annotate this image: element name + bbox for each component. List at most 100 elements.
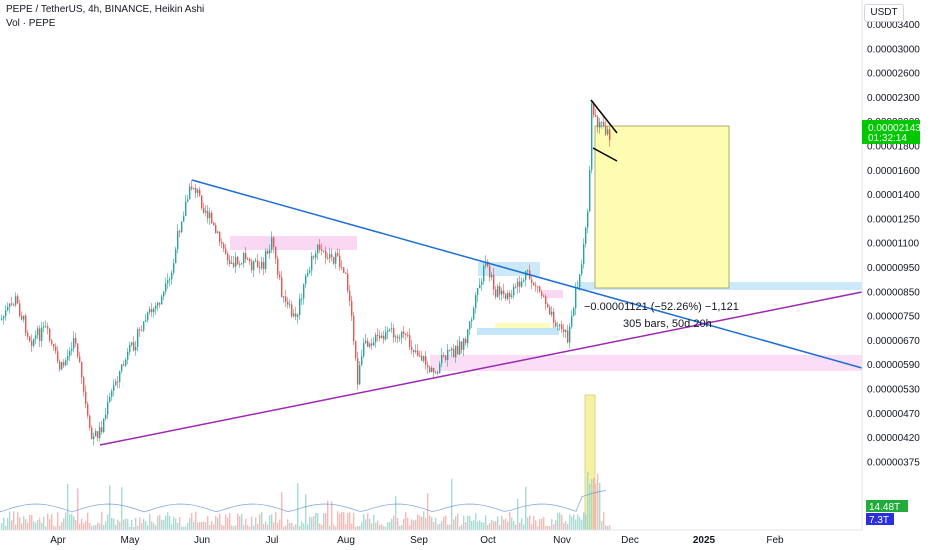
candle-body [175,249,177,264]
volume-bar [445,515,447,530]
volume-bar [495,521,497,530]
volume-bar [159,514,161,530]
volume-bar [361,522,363,530]
volume-bar [25,519,27,530]
volume-bar [271,514,273,530]
candle-body [405,333,407,335]
volume-bar [527,517,529,530]
price-tick-label: 0.00000375 [867,457,920,468]
volume-bar [333,524,335,530]
candle-body [311,256,313,271]
volume-bar [491,519,493,530]
volume-bar [183,526,185,530]
candle-body [605,126,607,135]
candle-body [41,327,43,341]
volume-bar [529,515,531,530]
volume-bar [119,521,121,530]
volume-bar [257,524,259,530]
candle-body [553,311,555,323]
volume-bar [143,519,145,530]
measure-text: −0.00001121 (−52.26%) −1,121 [584,301,739,313]
volume-bar [251,516,253,530]
candle-body [307,272,309,276]
time-tick-label: Feb [766,535,784,546]
volume-bar [537,526,539,530]
candle-body [161,296,163,305]
volume-bar [241,513,243,530]
candle-body [469,321,471,330]
volume-bar [157,515,159,530]
time-axis[interactable]: Apr May Jun Jul Aug Sep Oct Nov Dec 2025 Feb [50,535,784,546]
candle-body [51,340,53,344]
volume-bar [19,517,21,530]
volume-bar [43,516,45,530]
candle-body [317,244,319,254]
time-tick-label: Sep [410,535,428,546]
candle-body [79,356,81,362]
volume-bar [249,526,251,530]
candle-body [139,329,141,331]
volume-bar [79,523,81,530]
volume-bar [185,526,187,530]
volume-bar [483,522,485,530]
volume-bar [65,512,67,530]
candle-body [285,296,287,302]
candle-body [31,340,33,346]
volume-bar [137,525,139,530]
candle-body [131,342,133,346]
volume-bar [357,525,359,530]
candle-body [19,303,21,317]
volume-bar [39,517,41,530]
volume-bar [73,516,75,530]
candle-body [167,280,169,284]
candle-body [145,320,147,322]
candle-body [201,195,203,208]
volume-bar [593,477,595,530]
candle-body [221,241,223,244]
pink-zone [230,236,357,250]
volume-bar [449,524,451,530]
volume-bar [77,488,79,530]
candle-body [373,342,375,346]
candle-body [517,281,519,287]
candle-body [89,415,91,428]
candle-body [361,356,363,366]
candle-body [321,249,323,251]
price-axis[interactable]: 0.00003400 0.00003000 0.00002600 0.00002300… [867,20,920,468]
volume-bar [217,517,219,530]
volume-bar [539,519,541,530]
candle-body [247,259,249,261]
candle-body [189,186,191,200]
candle-body [127,352,129,360]
candle-body [43,326,45,328]
price-tick-label: 0.00000530 [867,385,920,396]
volume-bar [29,514,31,530]
candle-body [149,309,151,313]
volume-bar [113,518,115,530]
volume-bar [499,524,501,530]
volume-bar [349,512,351,530]
candle-body [353,315,355,342]
volume-bar [205,522,207,530]
candle-body [183,215,185,222]
candle-body [233,262,235,267]
candle-body [343,267,345,273]
currency-unit-button[interactable]: USDT [864,4,904,22]
time-tick-label: Apr [50,535,66,546]
candle-body [297,315,299,317]
volume-bar [579,517,581,530]
candle-body [241,263,243,265]
candle-body [513,286,515,296]
candle-body [245,253,247,260]
volume-bar [139,517,141,530]
volume-bar [325,513,327,530]
volume-bar [315,512,317,530]
candle-body [193,187,195,189]
candle-body [45,326,47,328]
candle-body [39,328,41,341]
candle-body [579,274,581,288]
candle-body [347,273,349,291]
volume-bar [171,524,173,530]
volume-bar [297,483,299,530]
